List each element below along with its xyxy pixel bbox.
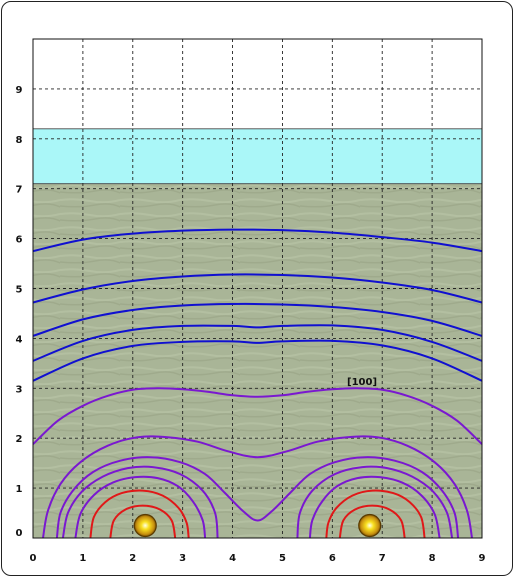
layers-group xyxy=(33,39,482,538)
contour-line xyxy=(308,475,441,538)
x-tick-label: 7 xyxy=(379,553,386,564)
contour-line xyxy=(61,465,219,538)
contour-line xyxy=(338,504,406,538)
y-tick-label: 0 xyxy=(16,528,23,539)
contour-line xyxy=(42,435,473,538)
y-tick-label: 7 xyxy=(16,185,23,196)
contour-line xyxy=(296,465,454,538)
contour-line xyxy=(33,273,482,304)
contour-line xyxy=(33,228,482,253)
layer-air xyxy=(33,39,482,129)
x-tick-label: 5 xyxy=(279,553,286,564)
x-tick-label: 3 xyxy=(179,553,186,564)
x-tick-label: 1 xyxy=(79,553,86,564)
contour-label: [100] xyxy=(347,377,377,388)
layer-water xyxy=(33,128,482,184)
x-tick-label: 0 xyxy=(30,553,37,564)
contour-lines xyxy=(33,228,482,538)
y-tick-label: 9 xyxy=(16,85,23,96)
x-tick-label: 8 xyxy=(429,553,436,564)
contour-line xyxy=(33,302,482,337)
source-marker xyxy=(358,513,382,538)
contour-line xyxy=(89,489,190,538)
x-tick-label: 4 xyxy=(229,553,236,564)
plot-border xyxy=(32,38,483,539)
y-tick-label: 4 xyxy=(16,334,23,345)
contour-line xyxy=(55,456,460,538)
layer-soil xyxy=(33,183,482,538)
y-tick-label: 6 xyxy=(16,235,23,246)
x-tick-label: 9 xyxy=(479,553,486,564)
contour-line xyxy=(74,475,207,538)
sources-group xyxy=(133,513,382,538)
contour-line xyxy=(109,504,177,538)
x-axis-ticks: 0 1 2 3 4 5 6 7 8 9 xyxy=(30,553,486,564)
contour-line xyxy=(33,387,482,445)
y-tick-label: 8 xyxy=(16,135,23,146)
source-marker xyxy=(133,513,157,538)
x-tick-label: 2 xyxy=(129,553,136,564)
y-tick-label: 1 xyxy=(16,484,23,495)
y-axis-ticks: 0 1 2 3 4 5 6 7 8 9 xyxy=(16,85,23,539)
y-tick-label: 2 xyxy=(16,434,23,445)
grid-lines xyxy=(33,39,482,538)
contour-line xyxy=(33,324,482,362)
contour-line xyxy=(325,489,426,538)
contour-line xyxy=(33,339,482,382)
x-tick-label: 6 xyxy=(329,553,336,564)
y-tick-label: 5 xyxy=(16,285,23,296)
y-tick-label: 3 xyxy=(16,384,23,395)
